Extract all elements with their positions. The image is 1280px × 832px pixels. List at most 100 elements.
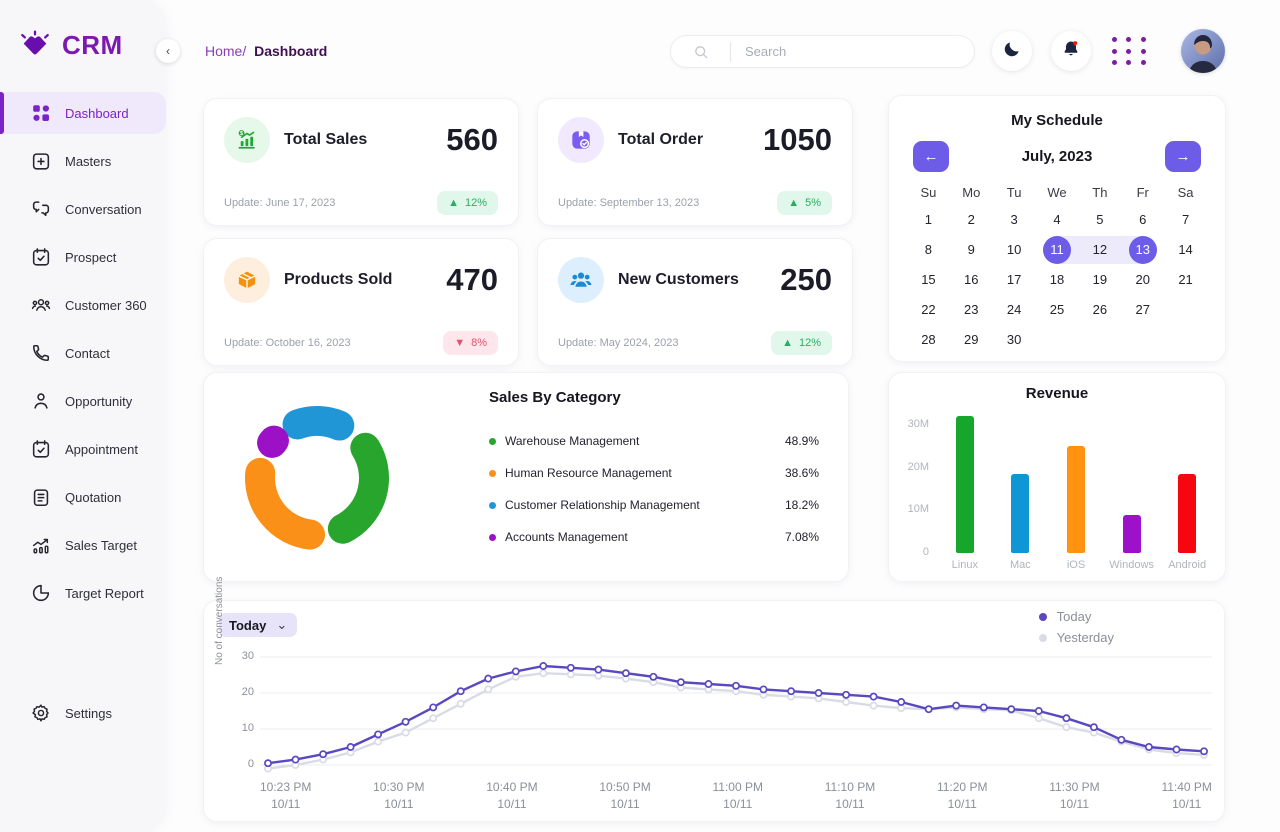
- calendar-day-6[interactable]: 6: [1139, 212, 1147, 227]
- sales-chart-icon: $: [224, 117, 270, 163]
- line-chart-plot: [260, 649, 1212, 779]
- calendar-grid: Su Mo Tu We Th Fr Sa 1 2 3 4 5 6 7 8 9 10 11 12 13 14 15 16 17 1…: [907, 180, 1207, 354]
- calendar-day-12[interactable]: 12: [1077, 235, 1123, 264]
- legend-item-yesterday[interactable]: Yesterday: [1038, 627, 1114, 648]
- calendar-day-24[interactable]: 24: [1006, 302, 1022, 317]
- search-icon: [671, 41, 731, 62]
- dashboard-icon: [30, 102, 52, 124]
- revenue-card: Revenue 0 10M 20M 30M Linux Mac iOS Windows Andr…: [888, 372, 1226, 582]
- package-icon: [224, 257, 270, 303]
- notifications-button[interactable]: [1051, 31, 1091, 71]
- calendar-day-25[interactable]: 25: [1049, 302, 1065, 317]
- next-month-button[interactable]: →: [1164, 141, 1201, 172]
- calendar-day-2[interactable]: 2: [967, 212, 975, 227]
- sidebar-item-settings[interactable]: Settings: [0, 692, 166, 734]
- calendar-day-29[interactable]: 29: [964, 332, 979, 347]
- person-icon: [30, 390, 52, 412]
- line-chart-legend: Today Yesterday: [1038, 606, 1114, 648]
- stat-title: Products Sold: [284, 271, 393, 288]
- calendar-day-16[interactable]: 16: [964, 272, 979, 287]
- calendar-day-26[interactable]: 26: [1092, 302, 1108, 317]
- legend-dot-icon: [489, 469, 496, 477]
- sidebar-item-conversation[interactable]: Conversation: [0, 188, 166, 230]
- calendar-day-5[interactable]: 5: [1096, 212, 1104, 227]
- sidebar-item-target-report[interactable]: Target Report: [0, 572, 166, 614]
- prev-month-button[interactable]: ←: [913, 141, 949, 172]
- calendar-weekday: Mo: [962, 184, 981, 200]
- trend-icon: ▲: [782, 337, 793, 349]
- sidebar-item-prospect[interactable]: Prospect: [0, 236, 166, 278]
- donut-chart: [232, 393, 402, 563]
- apps-grid-button[interactable]: [1112, 37, 1148, 67]
- calendar-day-14[interactable]: 14: [1178, 242, 1193, 257]
- sidebar-item-customer-360[interactable]: Customer 360: [0, 284, 166, 326]
- sales-target-icon: [30, 534, 52, 556]
- calendar-weekday: Th: [1092, 184, 1108, 200]
- calendar-day-3[interactable]: 3: [1010, 212, 1018, 227]
- range-filter-label: Today: [229, 617, 267, 633]
- calendar-day-20[interactable]: 20: [1135, 272, 1150, 287]
- calendar-day-30[interactable]: 30: [1006, 332, 1022, 347]
- line-y-tick: 30: [241, 650, 254, 662]
- revenue-x-label: Mac: [1010, 559, 1031, 571]
- stat-value: 250: [780, 262, 832, 297]
- calendar-day-8[interactable]: 8: [924, 242, 933, 257]
- calendar-day-22[interactable]: 22: [921, 302, 936, 317]
- sidebar-item-contact[interactable]: Contact: [0, 332, 166, 374]
- revenue-y-tick: 20M: [907, 460, 929, 473]
- change-badge: ▼ 8%: [443, 331, 498, 355]
- calendar-day-21[interactable]: 21: [1178, 272, 1193, 287]
- line-x-tick: 11:40 PM 10/11: [1161, 780, 1212, 811]
- trend-icon: ▲: [788, 197, 800, 209]
- calendar-empty-cell: [1121, 325, 1164, 354]
- sidebar-item-masters[interactable]: Masters: [0, 140, 166, 182]
- sidebar-item-sales-target[interactable]: Sales Target: [0, 524, 166, 566]
- breadcrumb-home[interactable]: Home/: [205, 43, 247, 59]
- legend-dot-icon: [1038, 633, 1047, 642]
- user-avatar[interactable]: [1181, 29, 1225, 73]
- calendar-day-18[interactable]: 18: [1049, 272, 1065, 287]
- calendar-day-28[interactable]: 28: [921, 332, 936, 347]
- handshake-logo-icon: [16, 28, 54, 62]
- revenue-x-label: Linux: [951, 559, 978, 571]
- stat-update: Update: June 17, 2023: [224, 197, 336, 209]
- line-x-tick: 10:50 PM 10/11: [599, 780, 651, 811]
- revenue-bar-linux: [955, 416, 974, 553]
- calendar-day-9[interactable]: 9: [967, 242, 975, 257]
- calendar-day-13[interactable]: 13: [1120, 235, 1164, 264]
- revenue-chart-title: Revenue: [1025, 385, 1089, 402]
- range-filter-dropdown[interactable]: Today ⌄: [219, 613, 298, 637]
- schedule-title: My Schedule: [1011, 112, 1103, 129]
- revenue-x-label: Windows: [1109, 559, 1154, 571]
- calendar-day-17[interactable]: 17: [1006, 272, 1022, 287]
- calendar-empty-cell: [1036, 325, 1079, 354]
- sidebar-item-opportunity[interactable]: Opportunity: [0, 380, 166, 422]
- calendar-day-27[interactable]: 27: [1135, 302, 1150, 317]
- calendar-day-4[interactable]: 4: [1053, 212, 1061, 227]
- calendar-day-19[interactable]: 19: [1092, 272, 1108, 287]
- revenue-bar-ios: [1066, 446, 1085, 553]
- legend-dot-icon: [489, 533, 496, 541]
- line-x-tick: 11:30 PM 10/11: [1049, 780, 1100, 811]
- sidebar-item-quotation[interactable]: Quotation: [0, 476, 166, 518]
- change-badge: ▲ 12%: [437, 191, 498, 215]
- calendar-day-15[interactable]: 15: [921, 272, 936, 287]
- calendar-day-10[interactable]: 10: [1006, 242, 1022, 257]
- calendar-day-7[interactable]: 7: [1181, 212, 1190, 227]
- search-input[interactable]: [731, 44, 974, 59]
- stat-title: New Customers: [618, 271, 739, 288]
- change-badge: ▲ 12%: [771, 331, 832, 355]
- category-legend-item: Accounts Management 7.08%: [489, 521, 819, 553]
- line-x-tick: 11:10 PM 10/11: [824, 780, 876, 811]
- sidebar-item-dashboard[interactable]: Dashboard: [0, 92, 166, 134]
- sidebar-item-appointment[interactable]: Appointment: [0, 428, 166, 470]
- legend-item-today[interactable]: Today: [1038, 606, 1114, 627]
- sidebar-collapse-button[interactable]: ‹: [156, 39, 180, 63]
- calendar-day-11[interactable]: 11: [1036, 235, 1080, 264]
- calendar-day-23[interactable]: 23: [964, 302, 979, 317]
- calendar-day-1[interactable]: 1: [924, 212, 933, 227]
- dark-mode-toggle[interactable]: [992, 31, 1032, 71]
- legend-dot-icon: [489, 501, 496, 509]
- chevron-down-icon: ⌄: [276, 617, 288, 632]
